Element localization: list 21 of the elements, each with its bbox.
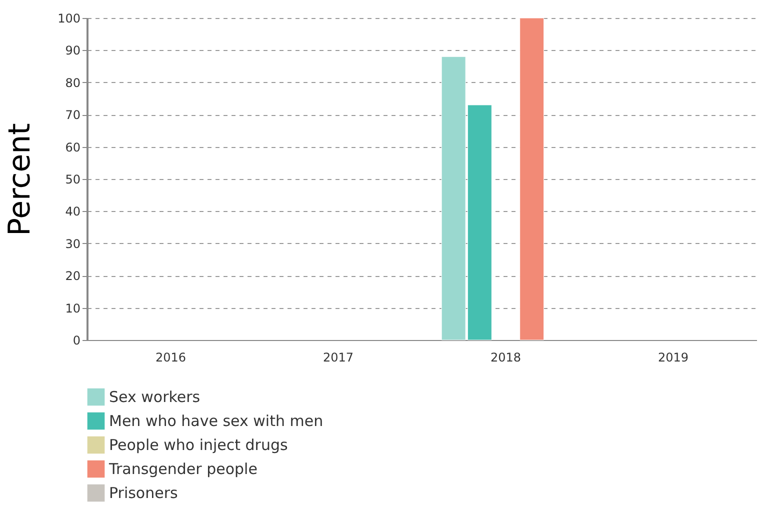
y-tick-label: 30 [65,236,80,251]
y-tick-label: 70 [65,108,80,122]
y-tick-label: 50 [65,172,80,186]
y-tick-label: 80 [65,76,80,90]
legend-label: Sex workers [109,388,200,406]
legend-label: Prisoners [109,484,178,502]
x-tick-label: 2016 [155,350,186,364]
y-tick-label: 90 [65,44,80,58]
legend-label: People who inject drugs [109,436,288,454]
y-tick-label: 20 [65,269,80,284]
x-tick-label: 2018 [490,350,522,364]
legend-label: Transgender people [108,460,258,478]
y-tick-label: 100 [58,12,80,26]
y-tick-label: 40 [65,204,80,219]
y-tick-label: 0 [72,334,80,348]
y-axis-title: Percent [2,122,38,236]
legend-label: Men who have sex with men [109,412,324,430]
y-tick-label: 10 [65,301,80,316]
x-tick-label: 2019 [658,350,689,364]
x-tick-label: 2017 [322,350,354,364]
y-tick-label: 60 [65,140,80,154]
